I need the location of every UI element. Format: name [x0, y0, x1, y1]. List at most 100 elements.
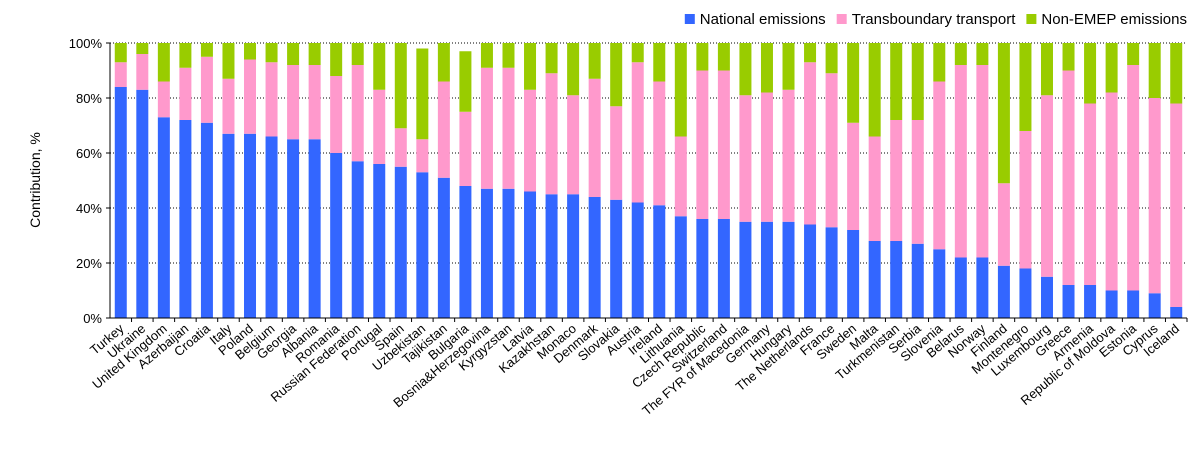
bar-segment-transboundary-transport [847, 122, 860, 230]
bar-segment-national-emissions [1084, 285, 1097, 318]
bar-segment-non-emep-emissions [1127, 43, 1140, 65]
bar-segment-non-emep-emissions [631, 43, 644, 63]
bar-segment-transboundary-transport [502, 67, 515, 189]
bar-segment-non-emep-emissions [933, 43, 946, 82]
bar-segment-national-emissions [114, 87, 127, 318]
bar-segment-non-emep-emissions [1084, 43, 1097, 104]
y-tick-label: 20% [76, 256, 102, 271]
bar-segment-transboundary-transport [1148, 98, 1161, 294]
y-tick-label: 100% [69, 36, 103, 51]
bar-segment-non-emep-emissions [911, 43, 924, 120]
bar-segment-transboundary-transport [825, 73, 838, 228]
bar-segment-non-emep-emissions [244, 43, 257, 60]
bar-segment-non-emep-emissions [610, 43, 623, 107]
bar-segment-national-emissions [330, 153, 343, 318]
bar-segment-national-emissions [976, 257, 989, 318]
bar-segment-national-emissions [308, 139, 321, 318]
bars [114, 43, 1183, 318]
bar-segment-non-emep-emissions [1148, 43, 1161, 98]
bar-segment-transboundary-transport [1040, 95, 1053, 277]
bar-segment-non-emep-emissions [200, 43, 213, 57]
bar-segment-transboundary-transport [1062, 70, 1075, 285]
bar-segment-non-emep-emissions [480, 43, 493, 68]
bar-segment-transboundary-transport [416, 139, 429, 173]
bar-segment-national-emissions [825, 227, 838, 318]
bar-segment-non-emep-emissions [653, 43, 666, 82]
bar-segment-national-emissions [868, 241, 881, 318]
bar-segment-transboundary-transport [308, 65, 321, 140]
bar-segment-non-emep-emissions [760, 43, 773, 93]
bar-segment-national-emissions [911, 243, 924, 318]
bar-segment-transboundary-transport [739, 95, 752, 222]
bar-segment-national-emissions [739, 221, 752, 318]
bar-segment-transboundary-transport [868, 136, 881, 241]
bar-segment-national-emissions [157, 117, 170, 318]
bar-segment-national-emissions [265, 136, 278, 318]
y-tick-label: 40% [76, 201, 102, 216]
bar-segment-non-emep-emissions [954, 43, 967, 65]
bar-segment-national-emissions [610, 199, 623, 318]
bar-segment-non-emep-emissions [222, 43, 235, 79]
bar-segment-non-emep-emissions [567, 43, 580, 96]
bar-segment-transboundary-transport [222, 78, 235, 134]
bar-segment-transboundary-transport [954, 65, 967, 258]
bar-segment-national-emissions [1148, 293, 1161, 318]
legend: National emissions Transboundary transpor… [684, 11, 1187, 28]
bar-segment-non-emep-emissions [1170, 43, 1183, 104]
bar-segment-national-emissions [782, 221, 795, 318]
bar-segment-non-emep-emissions [136, 43, 149, 54]
bar-segment-non-emep-emissions [351, 43, 364, 65]
legend-label: National emissions [700, 11, 826, 28]
bar-segment-national-emissions [480, 188, 493, 318]
bar-segment-national-emissions [373, 164, 386, 318]
bar-segment-transboundary-transport [933, 81, 946, 250]
legend-label: Transboundary transport [852, 11, 1017, 28]
bar-segment-non-emep-emissions [825, 43, 838, 74]
bar-segment-transboundary-transport [1170, 103, 1183, 307]
bar-segment-national-emissions [717, 219, 730, 318]
bar-segment-transboundary-transport [459, 111, 472, 186]
bar-segment-national-emissions [804, 224, 817, 318]
bar-segment-transboundary-transport [804, 62, 817, 225]
bar-segment-national-emissions [545, 194, 558, 318]
bar-segment-national-emissions [1062, 285, 1075, 318]
legend-swatch [684, 14, 695, 24]
bar-segment-transboundary-transport [287, 65, 300, 140]
bar-segment-transboundary-transport [782, 89, 795, 222]
bar-segment-national-emissions [653, 205, 666, 318]
bar-segment-national-emissions [847, 230, 860, 318]
bar-segment-non-emep-emissions [588, 43, 601, 79]
bar-segment-national-emissions [459, 186, 472, 318]
bar-segment-national-emissions [200, 122, 213, 318]
legend-item: National emissions [684, 11, 826, 28]
bar-segment-transboundary-transport [179, 67, 192, 120]
bar-segment-national-emissions [674, 216, 687, 318]
bar-segment-national-emissions [524, 191, 537, 318]
y-tick-label: 0% [83, 311, 102, 326]
bar-segment-transboundary-transport [1084, 103, 1097, 285]
bar-segment-non-emep-emissions [782, 43, 795, 90]
bar-segment-non-emep-emissions [739, 43, 752, 96]
bar-segment-national-emissions [696, 219, 709, 318]
bar-segment-transboundary-transport [976, 65, 989, 258]
bar-segment-non-emep-emissions [1105, 43, 1118, 93]
bar-segment-national-emissions [1127, 290, 1140, 318]
legend-item: Non-EMEP emissions [1026, 11, 1187, 28]
bar-segment-transboundary-transport [997, 183, 1010, 266]
bar-segment-transboundary-transport [244, 59, 257, 134]
bar-segment-national-emissions [244, 133, 257, 318]
bar-segment-non-emep-emissions [157, 43, 170, 82]
bar-segment-transboundary-transport [567, 95, 580, 195]
bar-segment-national-emissions [1019, 268, 1032, 318]
bar-segment-non-emep-emissions [394, 43, 407, 129]
bar-segment-transboundary-transport [330, 76, 343, 153]
bar-segment-transboundary-transport [717, 70, 730, 219]
bar-segment-non-emep-emissions [1062, 43, 1075, 71]
bar-segment-non-emep-emissions [416, 48, 429, 140]
bar-segment-non-emep-emissions [545, 43, 558, 74]
bar-segment-non-emep-emissions [804, 43, 817, 63]
bar-segment-transboundary-transport [610, 106, 623, 200]
bar-segment-non-emep-emissions [265, 43, 278, 63]
bar-segment-non-emep-emissions [502, 43, 515, 68]
